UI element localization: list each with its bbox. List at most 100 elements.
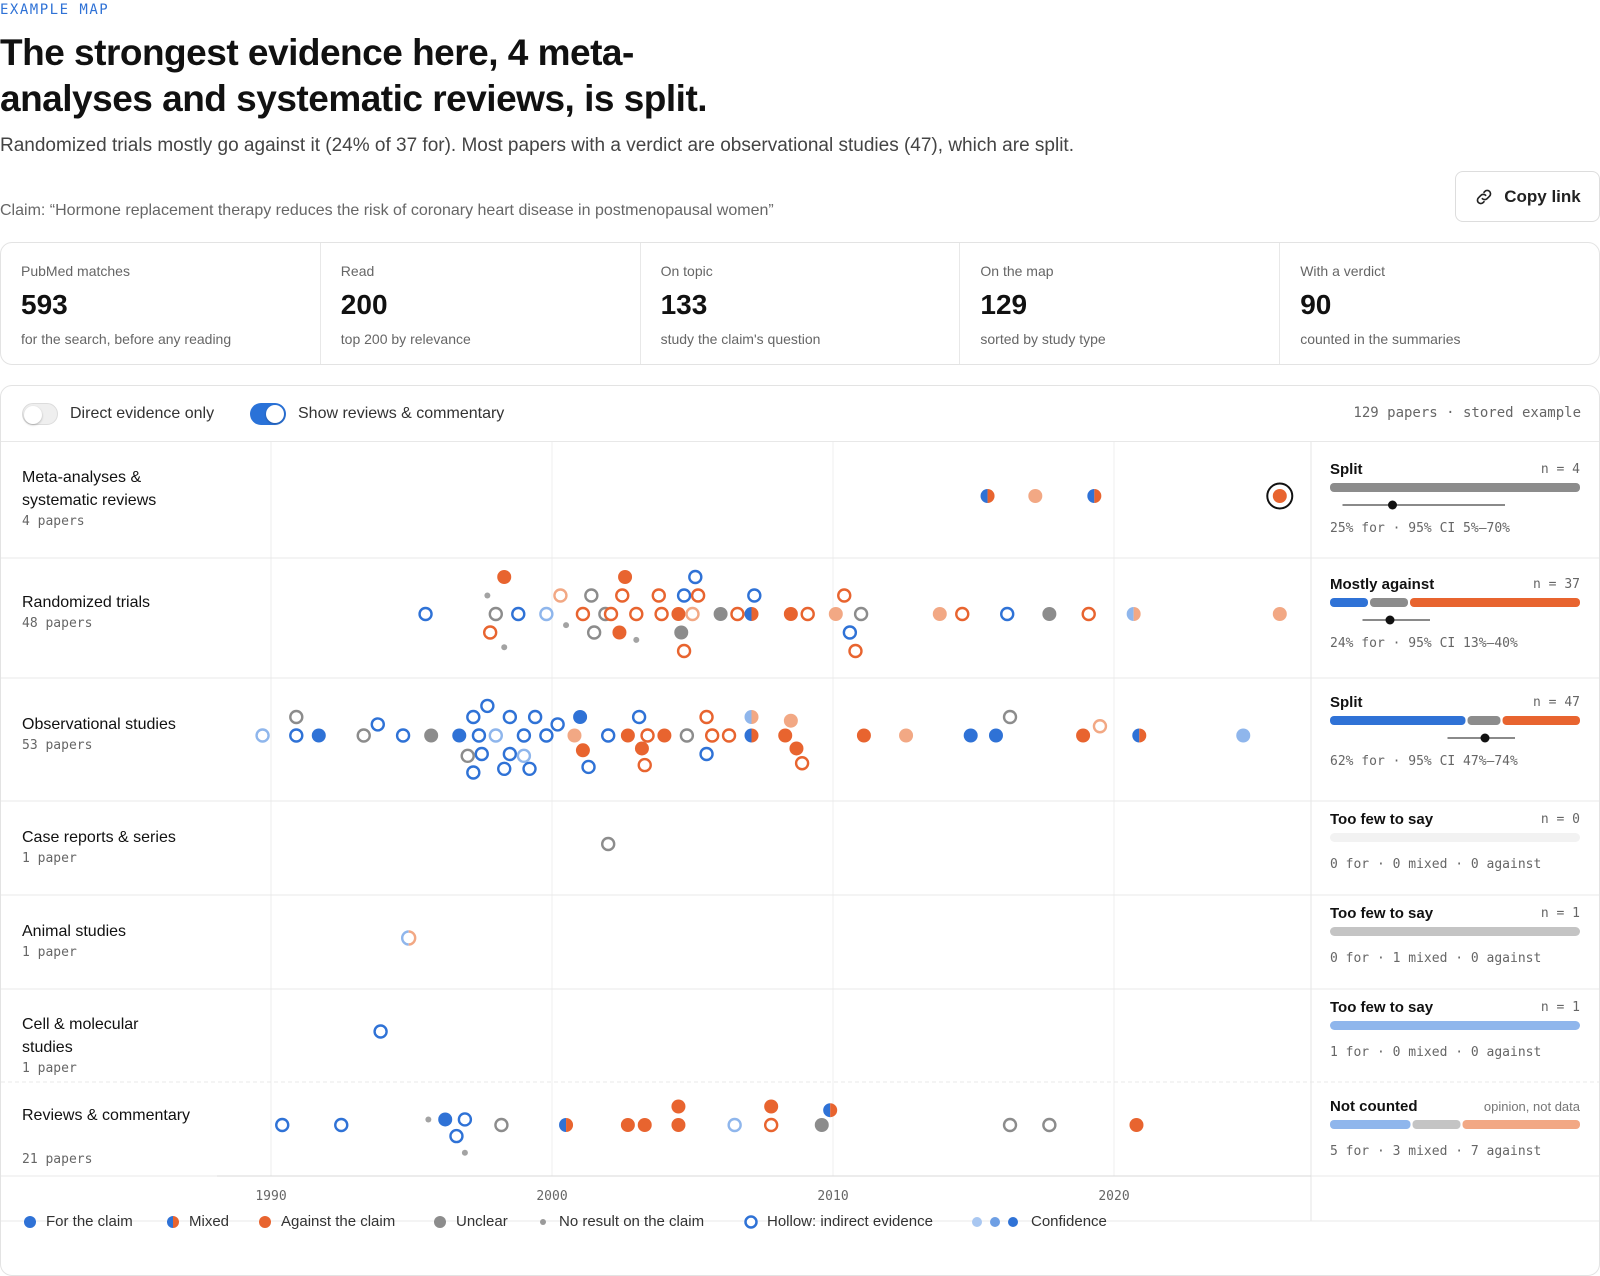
paper-point[interactable] [1126, 607, 1141, 621]
paper-point[interactable] [581, 759, 596, 775]
paper-point[interactable] [932, 607, 947, 621]
paper-point[interactable] [373, 1024, 388, 1039]
paper-point[interactable] [631, 709, 647, 725]
show-reviews-toggle[interactable]: Show reviews & commentary [250, 403, 504, 425]
paper-point[interactable] [1002, 709, 1018, 725]
paper-point[interactable] [1092, 719, 1108, 734]
paper-point[interactable] [425, 1116, 432, 1123]
paper-point[interactable] [575, 743, 590, 758]
paper-point[interactable] [482, 625, 498, 640]
paper-point[interactable] [640, 728, 655, 743]
paper-point[interactable] [744, 607, 759, 621]
paper-point[interactable] [1266, 482, 1294, 510]
paper-point[interactable] [449, 1128, 464, 1144]
paper-point[interactable] [516, 748, 532, 764]
toggle-switch[interactable] [250, 403, 286, 425]
paper-point[interactable] [511, 606, 526, 622]
paper-point[interactable] [853, 606, 869, 622]
paper-point[interactable] [502, 746, 518, 762]
paper-point[interactable] [618, 570, 633, 584]
paper-point[interactable] [1272, 607, 1287, 621]
paper-point[interactable] [856, 728, 871, 743]
paper-point[interactable] [466, 709, 481, 725]
paper-point[interactable] [494, 1117, 509, 1133]
paper-point[interactable] [744, 710, 759, 724]
paper-point[interactable] [497, 761, 512, 776]
paper-point[interactable] [634, 741, 649, 756]
paper-point[interactable] [488, 606, 503, 622]
paper-point[interactable] [501, 644, 508, 651]
paper-point[interactable] [704, 728, 720, 743]
paper-point[interactable] [550, 717, 565, 732]
paper-point[interactable] [744, 728, 759, 743]
paper-point[interactable] [1081, 606, 1096, 622]
paper-point[interactable] [848, 643, 863, 659]
paper-point[interactable] [690, 588, 706, 603]
paper-point[interactable] [800, 606, 815, 622]
paper-point[interactable] [527, 709, 543, 725]
paper-point[interactable] [480, 698, 495, 714]
paper-point[interactable] [1076, 728, 1091, 743]
paper-point[interactable] [980, 489, 995, 503]
paper-point[interactable] [424, 728, 439, 743]
paper-point[interactable] [289, 728, 304, 743]
paper-point[interactable] [255, 728, 270, 743]
paper-point[interactable] [837, 588, 852, 603]
paper-point[interactable] [1132, 728, 1147, 743]
paper-point[interactable] [654, 606, 669, 622]
paper-point[interactable] [671, 1099, 686, 1114]
paper-point[interactable] [418, 606, 433, 622]
paper-point[interactable] [603, 606, 619, 622]
paper-point[interactable] [584, 588, 599, 603]
paper-point[interactable] [789, 741, 804, 756]
paper-point[interactable] [778, 728, 793, 743]
paper-point[interactable] [488, 728, 503, 743]
paper-point[interactable] [615, 588, 630, 603]
paper-point[interactable] [674, 625, 689, 640]
copy-link-button[interactable]: Copy link [1455, 171, 1600, 222]
paper-point[interactable] [721, 728, 737, 743]
paper-point[interactable] [1042, 607, 1057, 621]
paper-point[interactable] [814, 1118, 829, 1132]
paper-point[interactable] [842, 625, 858, 640]
paper-point[interactable] [688, 569, 703, 585]
paper-point[interactable] [601, 728, 616, 743]
paper-point[interactable] [764, 1099, 779, 1114]
paper-point[interactable] [763, 1117, 779, 1133]
toggle-switch[interactable] [22, 403, 58, 425]
paper-point[interactable] [1002, 1117, 1018, 1133]
paper-point[interactable] [828, 607, 843, 621]
paper-point[interactable] [629, 606, 644, 622]
paper-point[interactable] [657, 728, 672, 743]
paper-point[interactable] [438, 1112, 453, 1127]
paper-point[interactable] [1087, 489, 1102, 503]
paper-point[interactable] [461, 1149, 468, 1156]
paper-point[interactable] [1042, 1117, 1057, 1133]
paper-point[interactable] [460, 748, 475, 764]
paper-point[interactable] [522, 761, 537, 776]
paper-point[interactable] [484, 592, 491, 599]
paper-point[interactable] [713, 607, 728, 621]
paper-point[interactable] [679, 728, 695, 743]
paper-point[interactable] [783, 713, 798, 728]
paper-point[interactable] [401, 930, 417, 946]
paper-point[interactable] [730, 606, 745, 622]
paper-point[interactable] [466, 765, 481, 780]
paper-point[interactable] [783, 607, 798, 621]
paper-point[interactable] [356, 728, 371, 743]
paper-point[interactable] [676, 588, 692, 603]
paper-point[interactable] [559, 1118, 574, 1132]
paper-point[interactable] [563, 622, 570, 629]
paper-point[interactable] [899, 728, 914, 743]
paper-point[interactable] [963, 728, 978, 743]
paper-point[interactable] [586, 625, 602, 640]
paper-point[interactable] [794, 756, 810, 771]
paper-point[interactable] [620, 728, 635, 743]
paper-point[interactable] [1236, 728, 1251, 743]
paper-point[interactable] [671, 1118, 686, 1132]
paper-point[interactable] [275, 1117, 290, 1133]
paper-point[interactable] [539, 606, 554, 622]
paper-point[interactable] [575, 606, 591, 622]
paper-point[interactable] [637, 757, 652, 773]
paper-point[interactable] [1028, 489, 1043, 503]
